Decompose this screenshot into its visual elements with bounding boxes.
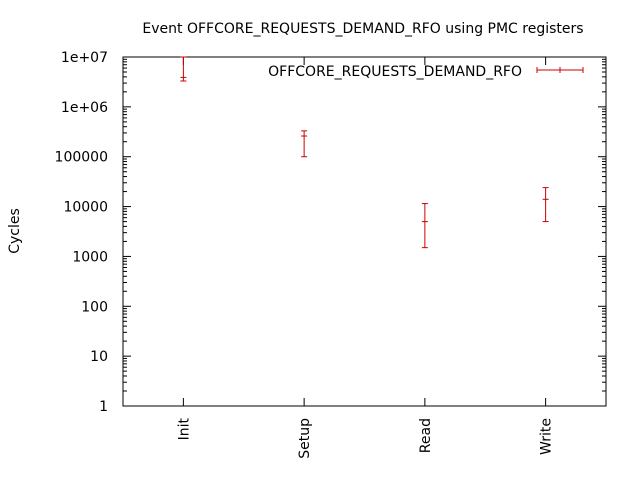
series-layer <box>180 56 549 249</box>
x-tick-label: Setup <box>297 418 313 459</box>
y-tick-label: 1e+07 <box>61 50 108 66</box>
y-tick-label: 10 <box>90 349 108 365</box>
x-axis-ticks: Init Setup Read Write <box>176 57 555 459</box>
y-tick-label: 10000 <box>63 200 108 216</box>
y-axis-label: Cycles <box>7 208 23 254</box>
legend-label: OFFCORE_REQUESTS_DEMAND_RFO <box>268 64 522 80</box>
y-tick-label: 1000 <box>72 249 108 265</box>
legend: OFFCORE_REQUESTS_DEMAND_RFO <box>268 64 584 80</box>
x-tick-label: Write <box>539 418 555 455</box>
plot-frame <box>122 56 607 407</box>
y-tick-label: 1e+06 <box>61 100 108 116</box>
error-bar-point <box>301 130 308 158</box>
chart-title: Event OFFCORE_REQUESTS_DEMAND_RFO using … <box>142 21 583 37</box>
y-tick-label: 100000 <box>55 150 108 166</box>
y-tick-label: 100 <box>81 299 108 315</box>
error-bar-point <box>421 203 428 249</box>
legend-sample <box>536 67 584 73</box>
y-axis-ticks: 1 10 100 1000 10000 100000 1e+06 1e+07 <box>55 50 606 415</box>
error-bar-point <box>180 56 187 82</box>
x-tick-label: Read <box>418 418 434 453</box>
x-tick-label: Init <box>176 417 192 440</box>
error-bar-point <box>542 187 549 223</box>
y-tick-label: 1 <box>99 399 108 415</box>
